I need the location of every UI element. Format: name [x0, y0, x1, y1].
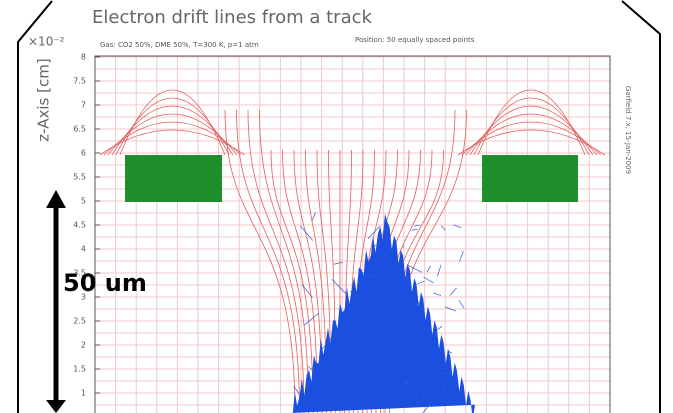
- y-axis-label: z-Axis [cm]: [35, 58, 53, 141]
- electrode: [125, 155, 222, 202]
- y-exponent: ×10⁻²: [28, 35, 65, 49]
- y-tick-label: 7: [81, 101, 86, 110]
- side-note: Garfield 7.x, 15-Jan-2009: [624, 86, 632, 174]
- gas-info: Gas: CO2 50%, DME 50%, T=300 K, p=1 atm: [100, 41, 259, 49]
- y-tick-label: 2.5: [73, 317, 86, 326]
- y-tick-label: 6.5: [73, 125, 86, 134]
- y-tick-label: 7.5: [73, 77, 86, 86]
- y-tick-label: 1: [81, 389, 86, 398]
- position-info: Position: 50 equally spaced points: [355, 36, 475, 44]
- y-tick-label: 1.5: [73, 365, 86, 374]
- y-tick-label: 4: [81, 245, 86, 254]
- electrode: [482, 155, 578, 202]
- y-tick-label: 8: [81, 53, 86, 62]
- y-tick-label: 5: [81, 197, 86, 206]
- y-tick-label: 6: [81, 149, 86, 158]
- scale-annotation: 50 um: [63, 269, 147, 297]
- title: Electron drift lines from a track: [92, 7, 373, 28]
- y-tick-label: 5.5: [73, 173, 86, 182]
- figure: Electron drift lines from a track Gas: C…: [0, 0, 673, 413]
- y-tick-label: 4.5: [73, 221, 86, 230]
- y-tick-label: 2: [81, 341, 86, 350]
